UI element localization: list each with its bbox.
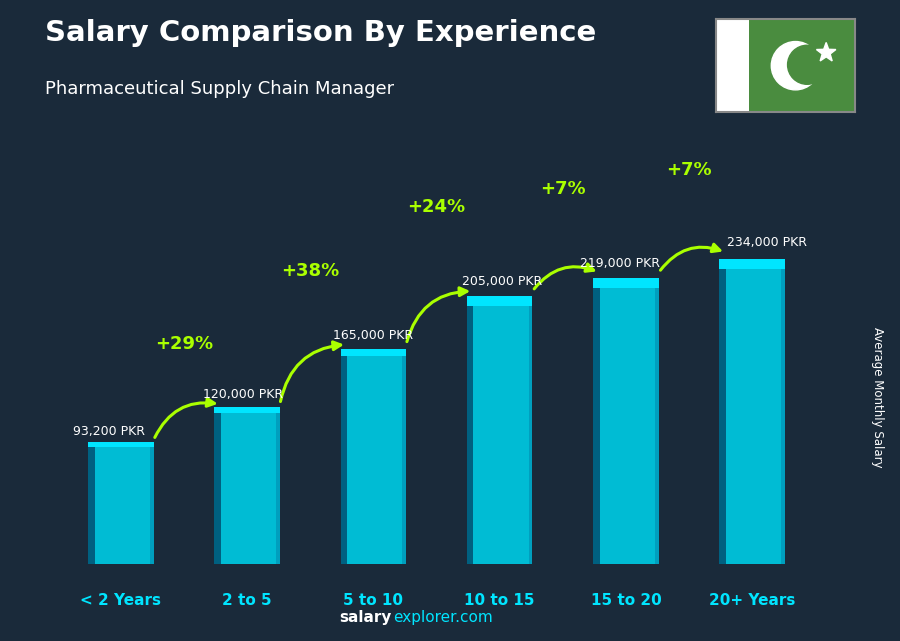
FancyBboxPatch shape [719, 258, 785, 564]
FancyBboxPatch shape [88, 442, 154, 564]
Bar [781, 258, 785, 564]
Text: 5 to 10: 5 to 10 [344, 593, 403, 608]
Text: 234,000 PKR: 234,000 PKR [727, 237, 807, 249]
Text: +24%: +24% [408, 198, 465, 216]
Text: 120,000 PKR: 120,000 PKR [202, 388, 283, 401]
Bar [340, 349, 406, 356]
Text: < 2 Years: < 2 Years [80, 593, 161, 608]
Bar [593, 278, 659, 288]
Text: Pharmaceutical Supply Chain Manager: Pharmaceutical Supply Chain Manager [45, 80, 394, 98]
Text: 15 to 20: 15 to 20 [590, 593, 662, 608]
Text: +29%: +29% [155, 335, 213, 353]
Bar [88, 442, 94, 564]
Text: 205,000 PKR: 205,000 PKR [462, 276, 542, 288]
Bar [749, 19, 855, 112]
FancyBboxPatch shape [593, 278, 659, 564]
Text: 165,000 PKR: 165,000 PKR [333, 329, 413, 342]
Text: explorer.com: explorer.com [393, 610, 493, 625]
Text: Salary Comparison By Experience: Salary Comparison By Experience [45, 19, 596, 47]
Bar [528, 296, 533, 564]
Bar [88, 442, 154, 447]
Bar [214, 408, 220, 564]
Bar [719, 258, 785, 269]
Text: +7%: +7% [540, 180, 586, 198]
Text: +38%: +38% [281, 262, 339, 279]
Bar [467, 296, 473, 564]
Bar [719, 258, 726, 564]
Bar [467, 296, 533, 306]
FancyBboxPatch shape [467, 296, 533, 564]
Text: salary: salary [339, 610, 392, 625]
Polygon shape [816, 42, 836, 61]
Bar [716, 19, 749, 112]
Bar [655, 278, 659, 564]
Circle shape [788, 46, 826, 85]
Bar [402, 349, 406, 564]
Text: 20+ Years: 20+ Years [709, 593, 796, 608]
Text: +7%: +7% [666, 161, 712, 179]
FancyBboxPatch shape [340, 349, 406, 564]
Circle shape [771, 42, 820, 90]
Bar [340, 349, 347, 564]
Bar [214, 408, 280, 413]
Bar [593, 278, 599, 564]
Text: 93,200 PKR: 93,200 PKR [73, 424, 145, 438]
Text: Average Monthly Salary: Average Monthly Salary [871, 327, 884, 468]
FancyBboxPatch shape [214, 408, 280, 564]
Text: 2 to 5: 2 to 5 [222, 593, 272, 608]
Text: 10 to 15: 10 to 15 [464, 593, 535, 608]
Bar [276, 408, 280, 564]
Bar [149, 442, 154, 564]
Text: 219,000 PKR: 219,000 PKR [580, 256, 660, 270]
